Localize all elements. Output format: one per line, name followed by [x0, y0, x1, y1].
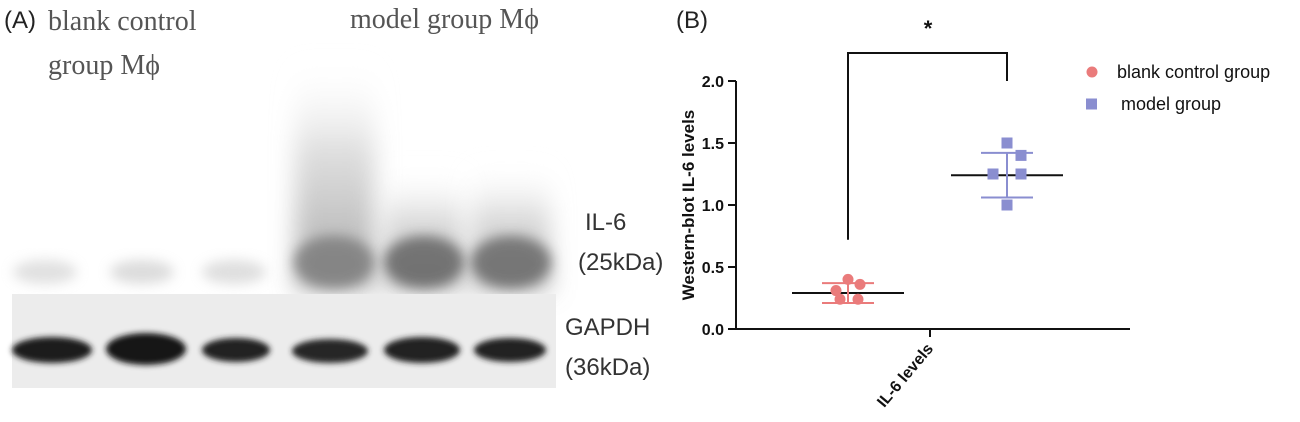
legend-marker-model	[1086, 98, 1097, 110]
il6-band-model-3	[471, 236, 551, 288]
gapdh-band-kda: (36kDa)	[565, 354, 650, 381]
il6-band-control-2	[110, 260, 174, 284]
data-point-model	[1015, 149, 1027, 161]
legend-label: model group	[1121, 94, 1221, 114]
legend: blank control group model group	[1086, 62, 1270, 114]
legend-label: blank control group	[1117, 62, 1270, 82]
data-point-blank-control	[842, 273, 854, 285]
data-point-model	[987, 168, 999, 180]
gapdh-blot	[12, 294, 556, 388]
y-tick-label: 1.5	[702, 136, 724, 153]
model-group-label: model group Mϕ	[350, 4, 539, 35]
il6-band-model-1	[294, 236, 374, 288]
panel-b-label: (B)	[676, 7, 708, 34]
data-point-model	[1015, 168, 1027, 180]
gapdh-band-label: GAPDH	[565, 314, 650, 341]
panel-a-label: (A)	[4, 7, 36, 34]
western-blot-panel: (A) blank control group Mϕ model group M…	[4, 4, 663, 388]
data-point-blank-control	[854, 278, 866, 290]
data-point-model	[1001, 199, 1013, 211]
data-marks	[792, 137, 1063, 305]
data-point-blank-control	[834, 293, 846, 305]
gapdh-band-6	[474, 338, 546, 362]
y-axis-label: Western-blot IL-6 levels	[679, 110, 698, 301]
legend-marker-blank-control	[1086, 66, 1098, 78]
blank-control-group-label-line2: group Mϕ	[48, 50, 160, 81]
x-category-labels: IL-6 levels	[874, 341, 937, 411]
significance-line	[847, 52, 1008, 240]
gapdh-band-5	[384, 337, 460, 363]
il6-band-kda: (25kDa)	[578, 249, 663, 276]
blank-control-group-label: blank control	[48, 6, 197, 37]
il6-band-label: IL-6	[585, 209, 626, 236]
il6-band-control-1	[13, 260, 77, 284]
il6-band-model-2	[384, 236, 464, 288]
data-point-blank-control	[830, 285, 842, 297]
data-point-model	[1001, 137, 1013, 149]
gapdh-band-3	[202, 338, 270, 362]
gapdh-band-2	[106, 333, 186, 365]
gapdh-band-1	[12, 337, 92, 363]
y-tick-labels: 0.0 0.5 1.0 1.5 2.0	[702, 74, 724, 339]
significance-star: *	[924, 16, 933, 41]
y-tick-label: 1.0	[702, 198, 724, 215]
gapdh-band-4	[292, 339, 368, 363]
significance-bracket: *	[847, 16, 1008, 240]
axes	[728, 80, 1130, 337]
y-tick-label: 0.5	[702, 260, 724, 277]
x-category-label: IL-6 levels	[874, 341, 937, 411]
y-tick-label: 0.0	[702, 322, 724, 339]
il6-band-control-3	[202, 260, 266, 284]
il6-blot	[13, 60, 551, 290]
data-point-blank-control	[852, 293, 864, 305]
y-tick-label: 2.0	[702, 74, 724, 91]
